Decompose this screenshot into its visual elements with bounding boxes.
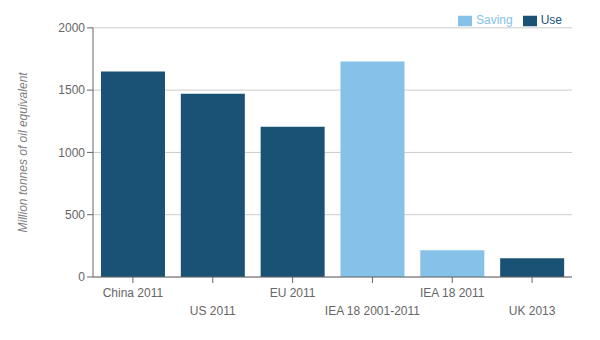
svg-text:1500: 1500	[58, 83, 85, 97]
svg-text:IEA 18 2001-2011: IEA 18 2001-2011	[325, 304, 421, 318]
svg-text:EU 2011: EU 2011	[270, 286, 316, 300]
svg-text:Million tonnes of oil equivale: Million tonnes of oil equivalent	[16, 72, 30, 233]
html-text:Use: Use	[540, 13, 562, 27]
svg-text:0: 0	[78, 270, 85, 284]
svg-text:US 2011: US 2011	[190, 304, 236, 318]
svg-text:UK 2013: UK 2013	[509, 304, 556, 318]
svg-text:500: 500	[65, 208, 85, 222]
html-text:Saving: Saving	[476, 13, 513, 27]
svg-text:IEA 18 2011: IEA 18 2011	[420, 286, 485, 300]
svg-text:1000: 1000	[58, 146, 85, 160]
svg-text:2000: 2000	[58, 21, 85, 35]
svg-text:China 2011: China 2011	[103, 286, 164, 300]
